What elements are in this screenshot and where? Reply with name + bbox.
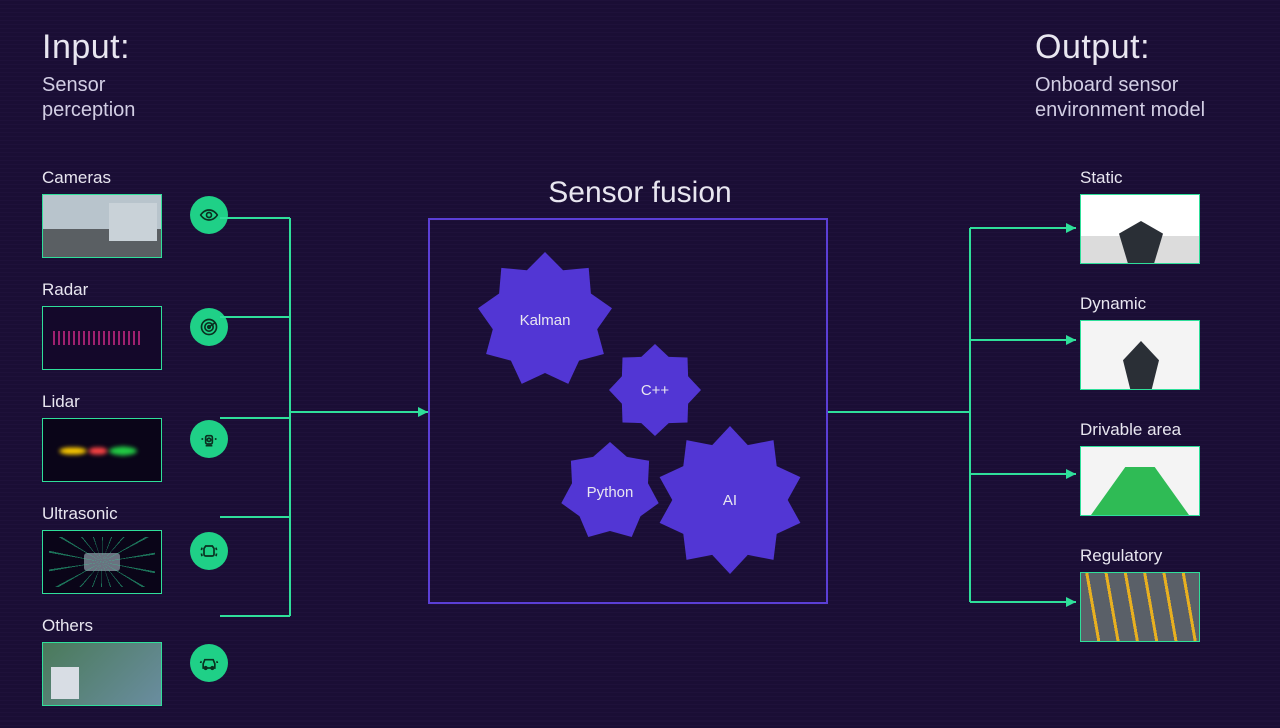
output-thumb-static [1080, 194, 1200, 264]
input-thumb-cameras [42, 194, 162, 258]
gear-python: Python [560, 442, 660, 542]
output-thumb-drive [1080, 446, 1200, 516]
output-label: Static [1080, 168, 1250, 188]
input-subtitle: Sensorperception [42, 73, 135, 123]
output-thumb-dynamic [1080, 320, 1200, 390]
gear-cp+: C++ [609, 344, 701, 436]
lidar-icon [190, 420, 228, 458]
input-row-others: Others [42, 616, 282, 706]
center-title: Sensor fusion [548, 176, 731, 210]
gear-ai: AI [656, 426, 804, 574]
fusion-box: KalmanC++PythonAI [428, 218, 828, 604]
output-label: Drivable area [1080, 420, 1250, 440]
inputs-column: Cameras Radar Lidar Ultrasonic Others [42, 168, 282, 728]
input-row-cameras: Cameras [42, 168, 282, 258]
input-title: Input: [42, 28, 135, 67]
radar-icon [190, 308, 228, 346]
gear-kalman: Kalman [477, 252, 613, 388]
input-label: Radar [42, 280, 282, 300]
ultra-icon [190, 532, 228, 570]
output-row-static: Static [1080, 168, 1250, 264]
input-row-ultra: Ultrasonic [42, 504, 282, 594]
output-row-drive: Drivable area [1080, 420, 1250, 516]
input-heading: Input: Sensorperception [42, 28, 135, 123]
input-thumb-lidar [42, 418, 162, 482]
input-label: Ultrasonic [42, 504, 282, 524]
input-thumb-others [42, 642, 162, 706]
input-label: Lidar [42, 392, 282, 412]
output-thumb-reg [1080, 572, 1200, 642]
input-label: Cameras [42, 168, 282, 188]
input-row-lidar: Lidar [42, 392, 282, 482]
output-row-reg: Regulatory [1080, 546, 1250, 642]
output-title: Output: [1035, 28, 1205, 67]
outputs-column: Static Dynamic Drivable area Regulatory [1080, 168, 1250, 672]
input-thumb-radar [42, 306, 162, 370]
output-heading: Output: Onboard sensorenvironment model [1035, 28, 1205, 123]
output-subtitle: Onboard sensorenvironment model [1035, 73, 1205, 123]
output-label: Regulatory [1080, 546, 1250, 566]
output-row-dynamic: Dynamic [1080, 294, 1250, 390]
input-row-radar: Radar [42, 280, 282, 370]
car-icon [190, 644, 228, 682]
input-label: Others [42, 616, 282, 636]
output-label: Dynamic [1080, 294, 1250, 314]
input-thumb-ultra [42, 530, 162, 594]
eye-icon [190, 196, 228, 234]
